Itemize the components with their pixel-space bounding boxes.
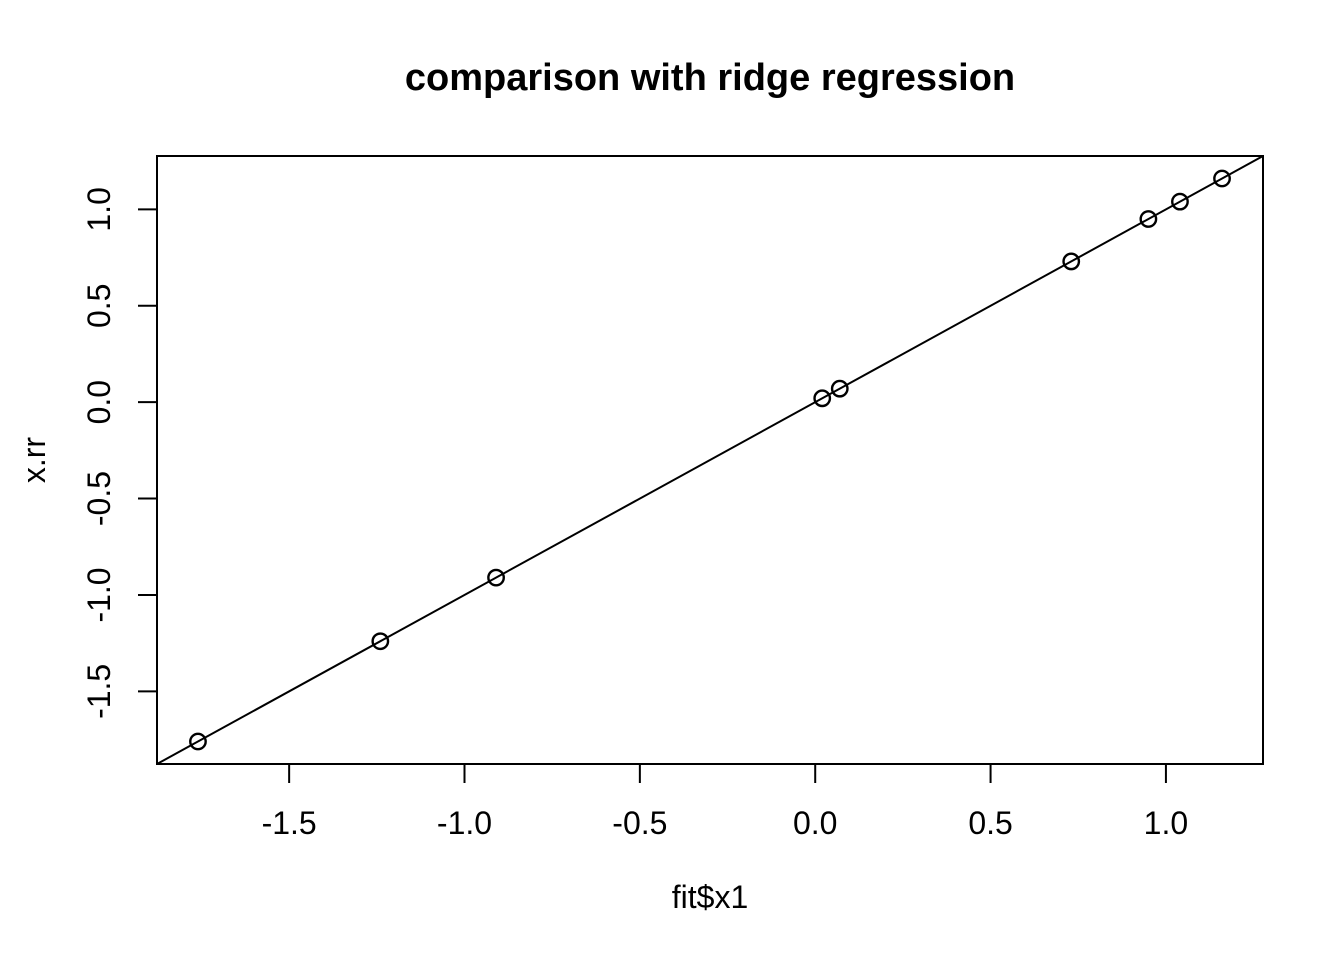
data-points-group: [189, 169, 1231, 751]
y-tick-label: 0.5: [81, 284, 117, 328]
data-point: [1213, 169, 1231, 188]
plot-box: [156, 155, 1264, 765]
y-axis-ticks-group: -1.5 -1.0 -0.5 0.0 0.5 1.0: [81, 187, 157, 719]
plot-box-group: [156, 155, 1264, 765]
x-tick-label: -1.0: [437, 805, 492, 841]
y-tick-label: -0.5: [81, 471, 117, 526]
x-axis-label: fit$x1: [672, 879, 748, 915]
data-point: [1139, 210, 1158, 228]
identity-line: [156, 155, 1264, 765]
y-axis-label: x.rr: [16, 437, 52, 484]
y-tick-label: -1.5: [81, 664, 117, 719]
x-tick-label: 0.5: [968, 805, 1012, 841]
y-tick-label: 1.0: [81, 187, 117, 231]
data-point: [189, 732, 207, 751]
y-tick-label: 0.0: [81, 380, 117, 424]
reference-line-group: [156, 155, 1264, 765]
data-point: [813, 389, 832, 408]
x-tick-label: -0.5: [612, 805, 667, 841]
x-tick-label: 1.0: [1144, 805, 1188, 841]
data-point: [1171, 192, 1189, 211]
y-tick-label: -1.0: [81, 567, 117, 622]
x-tick-label: 0.0: [793, 805, 837, 841]
x-tick-label: -1.5: [262, 805, 317, 841]
data-point: [487, 568, 505, 587]
data-point: [830, 379, 849, 398]
data-point: [371, 632, 390, 651]
x-axis-ticks-group: -1.5 -1.0 -0.5 0.0 0.5 1.0: [262, 764, 1188, 841]
data-point: [1062, 252, 1081, 271]
chart-title: comparison with ridge regression: [405, 57, 1015, 99]
